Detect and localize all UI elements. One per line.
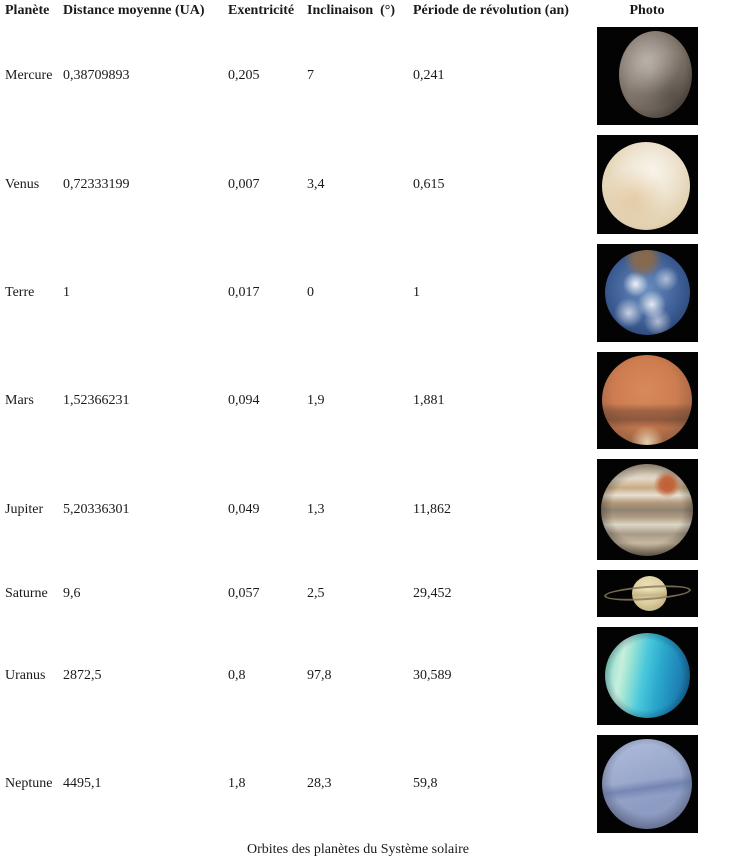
- column-header-exentricite: Exentricité: [228, 3, 295, 18]
- cell-period: 59,8: [413, 776, 438, 791]
- cell-eccentricity: 1,8: [228, 776, 246, 791]
- cell-period: 11,862: [413, 501, 451, 517]
- cell-eccentricity: 0,094: [228, 392, 260, 408]
- cell-inclination: 2,5: [307, 585, 325, 601]
- cell-period: 0,241: [413, 68, 445, 83]
- cell-eccentricity: 0,205: [228, 68, 260, 83]
- table-row: Venus 0,72333199 0,007 3,4 0,615: [0, 130, 716, 239]
- mercure-globe-icon: [618, 31, 692, 118]
- saturn-globe-icon: [631, 576, 667, 611]
- cell-planet-name: Mercure: [5, 68, 53, 83]
- cell-inclination: 1,3: [307, 501, 325, 517]
- cell-period: 29,452: [413, 585, 452, 601]
- cell-distance: 5,20336301: [63, 501, 130, 517]
- neptune-planet-photo: [596, 735, 698, 833]
- cell-distance: 9,6: [63, 585, 81, 601]
- cell-distance: 2872,5: [63, 668, 102, 683]
- cell-period: 30,589: [413, 668, 452, 683]
- terre-planet-photo: [596, 244, 698, 342]
- uranus-planet-photo: [596, 627, 698, 725]
- cell-planet-name: Saturne: [5, 585, 48, 601]
- cell-photo: [578, 239, 716, 347]
- cell-period: 1,881: [413, 392, 445, 408]
- saturne-planet-photo: [596, 570, 698, 617]
- jupiter-globe-icon: [600, 464, 693, 556]
- cell-distance: 1: [63, 285, 70, 300]
- cell-planet-name: Uranus: [5, 668, 46, 683]
- column-header-photo: Photo: [629, 3, 665, 18]
- table-row: Jupiter 5,20336301 0,049 1,3 11,862: [0, 454, 716, 565]
- cell-inclination: 7: [307, 68, 314, 83]
- cell-distance: 0,38709893: [63, 68, 130, 83]
- uranus-globe-icon: [604, 633, 690, 718]
- cell-period: 1: [413, 285, 420, 300]
- cell-planet-name: Jupiter: [5, 501, 44, 517]
- table-body: Mercure 0,38709893 0,205 7 0,241 Venus 0,72333…: [0, 22, 716, 838]
- column-header-planete: Planète: [5, 3, 50, 18]
- cell-planet-name: Neptune: [5, 776, 53, 791]
- cell-planet-name: Terre: [5, 285, 35, 300]
- cell-inclination: 97,8: [307, 668, 332, 683]
- cell-inclination: 28,3: [307, 776, 332, 791]
- saturn-ring-icon: [603, 582, 691, 604]
- cell-eccentricity: 0,049: [228, 501, 260, 517]
- cell-inclination: 3,4: [307, 176, 325, 192]
- venus-globe-icon: [601, 142, 690, 230]
- header-row: Planète Distance moyenne (UA) Exentricit…: [0, 0, 716, 22]
- table-caption: Orbites des planètes du Système solaire: [246, 842, 469, 857]
- column-header-periode: Période de révolution (an): [413, 3, 569, 18]
- cell-photo: [578, 730, 716, 838]
- cell-distance: 4495,1: [63, 776, 102, 791]
- cell-eccentricity: 0,007: [228, 176, 260, 192]
- table-row: Mars 1,52366231 0,094 1,9 1,881: [0, 347, 716, 454]
- mars-planet-photo: [596, 352, 698, 449]
- cell-eccentricity: 0,017: [228, 285, 260, 300]
- cell-photo: [578, 130, 716, 239]
- table-row: Terre 1 0,017 0 1: [0, 239, 716, 347]
- table-row: Mercure 0,38709893 0,205 7 0,241: [0, 22, 716, 130]
- cell-planet-name: Mars: [5, 392, 34, 408]
- jupiter-planet-photo: [596, 459, 698, 560]
- table-row: Saturne 9,6 0,057 2,5 29,452: [0, 565, 716, 622]
- cell-eccentricity: 0,8: [228, 668, 246, 683]
- cell-distance: 0,72333199: [63, 176, 130, 192]
- venus-planet-photo: [596, 135, 698, 234]
- cell-photo: [578, 454, 716, 565]
- table-row: Neptune 4495,1 1,8 28,3 59,8: [0, 730, 716, 838]
- table-row: Uranus 2872,5 0,8 97,8 30,589: [0, 622, 716, 730]
- cell-distance: 1,52366231: [63, 392, 130, 408]
- terre-globe-icon: [604, 250, 690, 335]
- cell-period: 0,615: [413, 176, 445, 192]
- cell-planet-name: Venus: [5, 176, 40, 192]
- cell-photo: [578, 22, 716, 130]
- planets-table: Planète Distance moyenne (UA) Exentricit…: [0, 0, 716, 838]
- cell-eccentricity: 0,057: [228, 585, 260, 601]
- cell-inclination: 0: [307, 285, 314, 300]
- column-header-distance: Distance moyenne (UA): [63, 3, 205, 18]
- neptune-globe-icon: [601, 739, 692, 829]
- cell-photo: [578, 622, 716, 730]
- column-header-inclinaison: Inclinaison (°): [307, 3, 396, 18]
- mars-globe-icon: [601, 355, 692, 445]
- cell-photo: [578, 347, 716, 454]
- mercure-planet-photo: [596, 27, 698, 125]
- cell-inclination: 1,9: [307, 392, 325, 408]
- cell-photo: [578, 565, 716, 622]
